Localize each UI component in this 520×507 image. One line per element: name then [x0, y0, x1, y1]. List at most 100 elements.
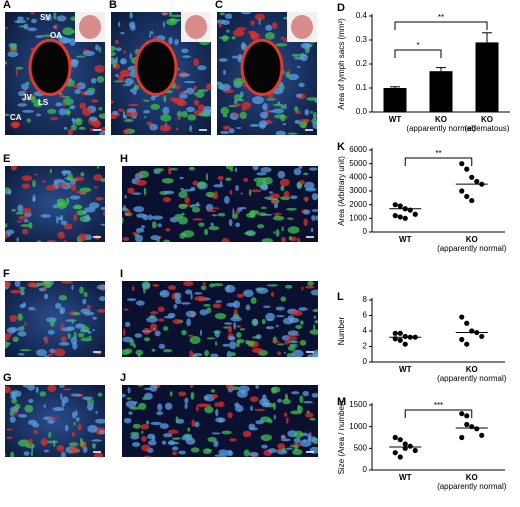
- tissue-blob: [49, 319, 55, 327]
- tissue-blob: [305, 187, 317, 192]
- panel-label: C: [215, 0, 223, 11]
- tissue-blob: [282, 123, 287, 126]
- tissue-blob: [304, 181, 315, 190]
- tissue-blob: [210, 222, 214, 227]
- tissue-blob: [246, 340, 255, 347]
- x-tick-label: KO: [466, 235, 478, 244]
- tissue-blob: [33, 101, 43, 108]
- tissue-blob: [43, 284, 46, 292]
- tissue-blob: [194, 421, 200, 428]
- tissue-blob: [66, 326, 75, 331]
- tissue-blob: [214, 454, 222, 457]
- data-point: [459, 411, 465, 417]
- tissue-blob: [193, 85, 197, 91]
- tissue-blob: [276, 449, 281, 452]
- tissue-blob: [309, 417, 316, 421]
- tissue-blob: [6, 436, 13, 439]
- tissue-blob: [70, 183, 77, 192]
- tissue-blob: [122, 349, 130, 355]
- tissue-blob: [184, 196, 190, 204]
- tissue-blob: [56, 198, 66, 204]
- tissue-blob: [231, 213, 239, 219]
- tissue-blob: [35, 35, 44, 38]
- tissue-blob: [229, 190, 233, 195]
- tissue-blob: [287, 226, 300, 234]
- tissue-blob: [20, 325, 25, 331]
- tissue-blob: [34, 308, 37, 312]
- tissue-blob: [177, 116, 181, 120]
- annotation: SV: [40, 13, 51, 22]
- data-point: [397, 203, 403, 209]
- tissue-blob: [205, 173, 209, 181]
- tissue-blob: [65, 108, 71, 116]
- tissue-blob: [231, 55, 239, 59]
- y-tick-label: 0.0: [356, 107, 368, 116]
- x-tick-label: WT: [399, 473, 412, 482]
- tissue-blob: [236, 126, 242, 129]
- tissue-blob: [83, 291, 88, 298]
- tissue-blob: [217, 19, 226, 25]
- tissue-blob: [130, 24, 136, 31]
- tissue-blob: [30, 12, 35, 15]
- x-tick-label: KO: [481, 115, 493, 124]
- tissue-blob: [70, 124, 77, 131]
- tissue-blob: [95, 410, 98, 414]
- tissue-blob: [189, 125, 193, 132]
- data-point: [459, 314, 465, 320]
- tissue-blob: [72, 205, 83, 210]
- tissue-blob: [212, 303, 222, 309]
- tissue-blob: [153, 168, 165, 172]
- data-point: [402, 445, 408, 451]
- tissue-blob: [30, 451, 33, 457]
- tissue-blob: [224, 195, 230, 204]
- panel-label: B: [109, 0, 117, 11]
- tissue-blob: [98, 46, 102, 53]
- tissue-blob: [71, 318, 74, 325]
- tissue-blob: [154, 330, 161, 337]
- tissue-blob: [159, 289, 170, 298]
- micrograph-content: [122, 166, 318, 242]
- tissue-blob: [123, 205, 127, 210]
- significance-bracket: [394, 49, 442, 58]
- tissue-blob: [133, 206, 145, 213]
- tissue-blob: [181, 329, 187, 336]
- tissue-blob: [136, 213, 146, 218]
- y-tick-label: 3000: [349, 186, 367, 195]
- tissue-blob: [239, 111, 247, 120]
- data-point: [474, 178, 480, 185]
- tissue-blob: [47, 353, 54, 357]
- data-point: [412, 211, 418, 217]
- tissue-blob: [174, 298, 182, 305]
- tissue-blob: [86, 398, 92, 405]
- tissue-blob: [71, 431, 76, 437]
- tissue-blob: [49, 168, 52, 174]
- tissue-blob: [95, 44, 100, 51]
- annotation: LS: [38, 98, 49, 107]
- tissue-blob: [311, 192, 318, 201]
- tissue-blob: [295, 324, 303, 329]
- tissue-blob: [233, 322, 237, 330]
- tissue-blob: [141, 435, 147, 442]
- tissue-blob: [141, 225, 145, 229]
- data-point: [474, 426, 480, 432]
- tissue-blob: [131, 285, 135, 292]
- tissue-blob: [177, 67, 180, 71]
- tissue-blob: [10, 451, 15, 457]
- tissue-blob: [91, 443, 96, 449]
- panel-label: L: [337, 291, 344, 303]
- tissue-blob: [233, 94, 243, 102]
- significance-label: *: [416, 41, 419, 50]
- tissue-blob: [227, 325, 233, 334]
- tissue-blob: [256, 287, 269, 294]
- embryo: [291, 15, 313, 39]
- tissue-blob: [162, 196, 171, 203]
- micrograph: [5, 385, 105, 457]
- tissue-blob: [18, 286, 26, 290]
- tissue-blob: [22, 109, 34, 113]
- tissue-blob: [62, 388, 71, 391]
- tissue-blob: [171, 437, 181, 440]
- micrograph-bg: [5, 166, 105, 242]
- tissue-blob: [118, 21, 121, 27]
- tissue-blob: [195, 90, 205, 98]
- tissue-blob: [188, 166, 195, 171]
